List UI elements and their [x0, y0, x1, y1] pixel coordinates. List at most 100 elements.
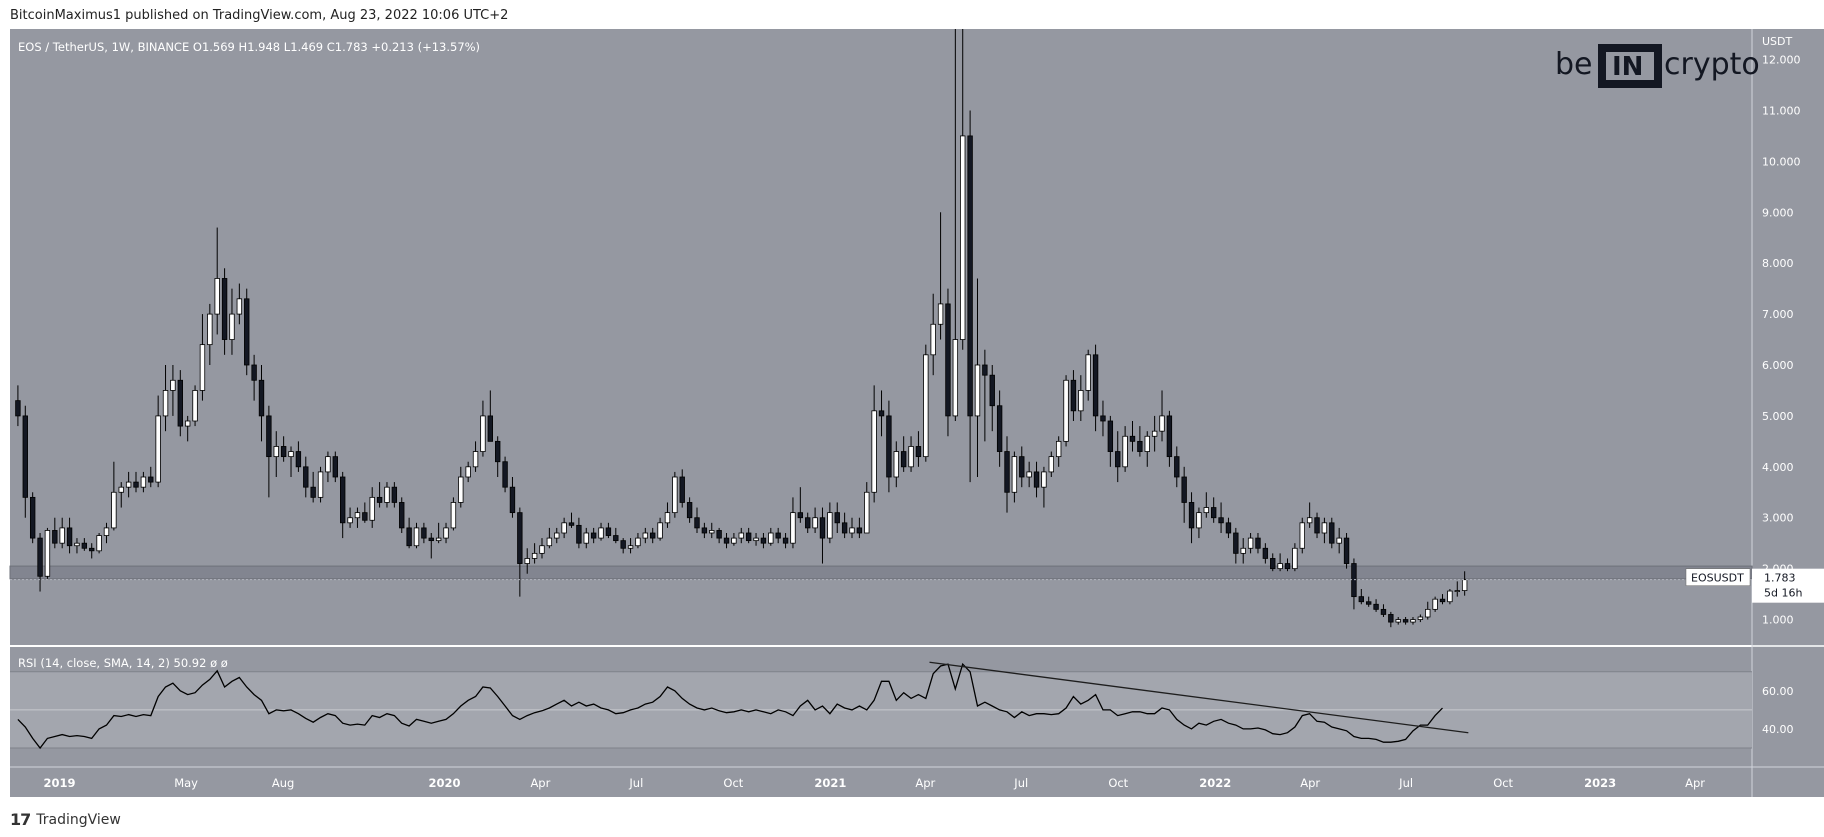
candle-body[interactable] — [480, 415, 486, 452]
candle-body[interactable] — [805, 517, 811, 529]
candle-body[interactable] — [864, 491, 870, 534]
candle-body[interactable] — [1078, 390, 1084, 412]
candle-body[interactable] — [273, 446, 279, 458]
candle-body[interactable] — [642, 532, 649, 539]
candle-body[interactable] — [1373, 603, 1379, 610]
candle-body[interactable] — [1107, 420, 1114, 452]
candle-body[interactable] — [1019, 456, 1025, 478]
candle-body[interactable] — [413, 527, 420, 547]
candle-body[interactable] — [930, 323, 936, 356]
candle-body[interactable] — [148, 476, 154, 483]
candle-body[interactable] — [1262, 547, 1269, 559]
candle-body[interactable] — [317, 471, 324, 498]
candle-body[interactable] — [1144, 435, 1150, 452]
tradingview-footer[interactable]: 𝟭𝟳 TradingView — [10, 810, 121, 829]
candle-body[interactable] — [967, 135, 973, 417]
candle-body[interactable] — [1092, 354, 1099, 417]
candle-body[interactable] — [1417, 616, 1424, 620]
candle-body[interactable] — [782, 537, 789, 544]
candle-body[interactable] — [1343, 537, 1350, 564]
candle-body[interactable] — [1284, 563, 1291, 570]
candle-body[interactable] — [679, 476, 685, 503]
candle-body[interactable] — [229, 313, 235, 340]
candle-body[interactable] — [1410, 619, 1416, 623]
candle-body[interactable] — [878, 410, 885, 417]
candle-body[interactable] — [841, 522, 848, 534]
candle-body[interactable] — [1402, 619, 1409, 623]
candle-body[interactable] — [332, 456, 338, 478]
candle-body[interactable] — [583, 532, 589, 544]
candle-body[interactable] — [15, 400, 21, 417]
candle-body[interactable] — [44, 530, 51, 577]
candle-body[interactable] — [731, 537, 737, 544]
candle-body[interactable] — [627, 545, 634, 549]
candle-body[interactable] — [22, 415, 28, 498]
candle-body[interactable] — [1225, 522, 1232, 534]
candle-body[interactable] — [96, 535, 102, 552]
candle-body[interactable] — [775, 532, 781, 539]
candle-body[interactable] — [170, 379, 176, 391]
candle-body[interactable] — [635, 537, 641, 547]
candle-body[interactable] — [620, 540, 626, 549]
candle-body[interactable] — [369, 496, 375, 521]
candle-body[interactable] — [103, 527, 110, 536]
candle-body[interactable] — [1461, 579, 1468, 591]
candle-body[interactable] — [915, 446, 922, 458]
candle-body[interactable] — [1159, 415, 1165, 432]
candle-body[interactable] — [760, 537, 767, 544]
candle-body[interactable] — [982, 364, 988, 376]
candle-body[interactable] — [1211, 507, 1217, 519]
candle-body[interactable] — [1100, 415, 1106, 422]
candle-body[interactable] — [236, 298, 243, 315]
candle-body[interactable] — [177, 379, 183, 427]
candle-body[interactable] — [900, 451, 907, 468]
candle-body[interactable] — [125, 481, 132, 488]
candle-body[interactable] — [1174, 456, 1180, 478]
candle-body[interactable] — [945, 303, 951, 417]
candle-body[interactable] — [495, 440, 501, 463]
candle-body[interactable] — [694, 517, 700, 529]
candle-body[interactable] — [871, 410, 877, 493]
candle-body[interactable] — [354, 512, 361, 519]
candle-body[interactable] — [650, 532, 656, 539]
candle-body[interactable] — [524, 558, 530, 564]
candle-body[interactable] — [192, 390, 198, 422]
candle-body[interactable] — [723, 537, 730, 544]
candle-body[interactable] — [1292, 547, 1298, 570]
candle-body[interactable] — [340, 476, 346, 524]
candle-body[interactable] — [133, 481, 139, 488]
candle-body[interactable] — [362, 512, 368, 521]
price-axis[interactable] — [1752, 29, 1824, 767]
candle-body[interactable] — [266, 415, 272, 458]
candle-body[interactable] — [1388, 614, 1394, 623]
rsi-line[interactable] — [17, 662, 1443, 750]
candle-body[interactable] — [1181, 476, 1187, 503]
candle-body[interactable] — [1129, 435, 1136, 442]
candle-body[interactable] — [1166, 415, 1173, 458]
candle-body[interactable] — [1048, 456, 1054, 473]
candle-body[interactable] — [1439, 598, 1446, 603]
candle-body[interactable] — [1055, 440, 1062, 458]
candle-body[interactable] — [893, 451, 899, 478]
candle-body[interactable] — [89, 547, 95, 552]
candle-body[interactable] — [709, 530, 715, 534]
candle-body[interactable] — [960, 135, 966, 340]
candle-body[interactable] — [288, 451, 294, 458]
candle-body[interactable] — [1299, 522, 1305, 549]
candle-body[interactable] — [29, 496, 36, 539]
candle-body[interactable] — [140, 476, 147, 488]
candle-body[interactable] — [738, 532, 744, 539]
candle-body[interactable] — [849, 527, 855, 534]
candle-body[interactable] — [118, 486, 124, 493]
candle-body[interactable] — [1306, 517, 1313, 524]
candle-body[interactable] — [664, 512, 671, 524]
candle-body[interactable] — [1070, 379, 1077, 412]
candle-body[interactable] — [568, 522, 575, 526]
candle-body[interactable] — [1395, 619, 1401, 623]
candle-body[interactable] — [819, 517, 826, 539]
candle-body[interactable] — [443, 527, 449, 539]
candle-body[interactable] — [1188, 502, 1195, 529]
candle-body[interactable] — [74, 542, 80, 547]
candle-body[interactable] — [768, 532, 774, 544]
candle-body[interactable] — [923, 354, 929, 458]
